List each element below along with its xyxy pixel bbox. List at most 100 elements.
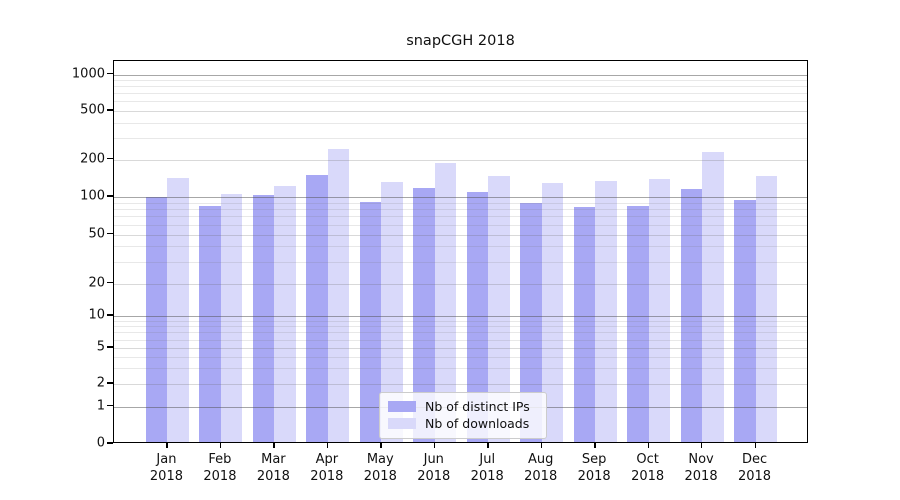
gridline-500 <box>114 111 807 112</box>
y-tick-mark-2 <box>107 382 113 384</box>
gridline-30 <box>114 261 807 263</box>
y-tick-mark-1 <box>107 404 113 407</box>
x-tick-mark-may <box>380 443 382 448</box>
bar-downloads-jul <box>488 176 510 442</box>
y-tick-label-10: 10 <box>88 307 105 323</box>
gridline-50 <box>114 234 807 236</box>
y-tick-label-200: 200 <box>80 151 105 166</box>
y-tick-label-100: 100 <box>80 188 105 204</box>
bar-ips-aug <box>520 202 542 442</box>
x-tick-label-aug: Aug 2018 <box>524 452 558 484</box>
gridline-100 <box>114 197 807 198</box>
legend-label-distinct-ips: Nb of distinct IPs <box>425 399 530 414</box>
gridline-700 <box>114 93 807 95</box>
gridline-4 <box>114 356 807 358</box>
gridline-60 <box>114 224 807 226</box>
x-tick-label-nov: Nov 2018 <box>684 452 718 484</box>
x-tick-label-dec: Dec 2018 <box>737 452 772 484</box>
gridline-800 <box>114 86 807 88</box>
x-tick-mark-jan <box>166 443 168 448</box>
bar-ips-sep <box>573 207 596 442</box>
bar-downloads-aug <box>541 183 564 442</box>
x-tick-label-may: May 2018 <box>363 452 397 484</box>
y-tick-mark-10 <box>107 314 113 316</box>
y-tick-label-1000: 1000 <box>71 66 105 81</box>
bar-ips-mar <box>252 195 275 442</box>
bar-ips-dec <box>734 199 756 442</box>
bar-ips-nov <box>680 189 703 442</box>
bar-ips-may <box>359 201 382 442</box>
bar-downloads-nov <box>702 151 724 442</box>
x-tick-mark-nov <box>701 443 703 448</box>
gridline-200 <box>114 159 807 161</box>
bar-ips-jul <box>466 192 489 442</box>
chart-title: snapCGH 2018 <box>406 33 515 49</box>
legend-swatch-distinct-ips <box>388 401 416 412</box>
legend-label-downloads: Nb of downloads <box>425 416 530 431</box>
x-tick-label-oct: Oct 2018 <box>631 452 665 484</box>
gridline-20 <box>114 283 807 285</box>
bar-downloads-dec <box>755 175 778 442</box>
bar-downloads-feb <box>220 193 243 442</box>
bar-ips-oct <box>627 206 649 442</box>
x-tick-label-jul: Jul 2018 <box>470 452 504 484</box>
plot-area <box>113 60 808 443</box>
bar-ips-feb <box>199 206 221 442</box>
legend: Nb of distinct IPs Nb of downloads <box>379 392 547 439</box>
legend-item-downloads: Nb of downloads <box>388 415 536 432</box>
x-tick-label-jan: Jan 2018 <box>149 452 183 484</box>
bar-downloads-may <box>381 181 403 442</box>
y-tick-mark-0 <box>107 442 113 444</box>
y-tick-label-500: 500 <box>80 102 105 118</box>
y-tick-mark-200 <box>107 157 113 160</box>
x-tick-label-apr: Apr 2018 <box>310 452 344 484</box>
y-tick-mark-100 <box>107 195 113 197</box>
bar-downloads-mar <box>274 185 296 442</box>
bar-downloads-sep <box>595 180 617 442</box>
gridline-300 <box>114 138 807 140</box>
gridline-3 <box>114 368 807 370</box>
bar-downloads-jan <box>167 177 189 442</box>
gridline-400 <box>114 122 807 124</box>
gridline-5 <box>114 348 807 349</box>
gridline-90 <box>114 202 807 204</box>
gridline-80 <box>114 209 807 211</box>
gridline-70 <box>114 216 807 218</box>
x-tick-mark-apr <box>326 443 329 448</box>
x-tick-mark-jun <box>433 443 436 448</box>
bar-downloads-apr <box>327 148 350 442</box>
bar-downloads-oct <box>648 179 671 442</box>
x-tick-label-sep: Sep 2018 <box>577 452 611 484</box>
grid-layer <box>114 61 807 442</box>
gridline-6 <box>114 339 807 341</box>
y-tick-label-0: 0 <box>96 435 105 451</box>
x-tick-mark-jul <box>487 443 489 448</box>
bar-ips-jan <box>145 196 168 442</box>
y-tick-label-5: 5 <box>96 339 105 355</box>
x-tick-label-jun: Jun 2018 <box>417 452 451 484</box>
gridline-2 <box>114 384 807 385</box>
x-tick-mark-mar <box>273 443 275 448</box>
bar-ips-jun <box>413 188 435 442</box>
x-tick-mark-sep <box>594 443 596 448</box>
y-tick-label-50: 50 <box>88 226 105 241</box>
x-tick-mark-aug <box>540 443 543 448</box>
x-tick-mark-dec <box>754 443 756 448</box>
x-tick-label-feb: Feb 2018 <box>203 452 237 484</box>
y-tick-mark-5 <box>107 346 113 348</box>
legend-swatch-downloads <box>388 418 416 429</box>
gridline-10 <box>114 316 807 317</box>
bars-layer <box>114 61 807 442</box>
y-tick-label-1: 1 <box>96 398 105 413</box>
gridline-9 <box>114 320 807 322</box>
y-tick-label-20: 20 <box>88 275 105 290</box>
y-tick-mark-50 <box>107 232 113 235</box>
gridline-8 <box>114 326 807 328</box>
x-tick-mark-feb <box>219 443 222 448</box>
bar-ips-apr <box>306 174 328 442</box>
gridline-600 <box>114 101 807 103</box>
y-tick-mark-20 <box>107 281 113 284</box>
y-tick-label-2: 2 <box>96 375 105 391</box>
bar-downloads-jun <box>434 163 457 442</box>
